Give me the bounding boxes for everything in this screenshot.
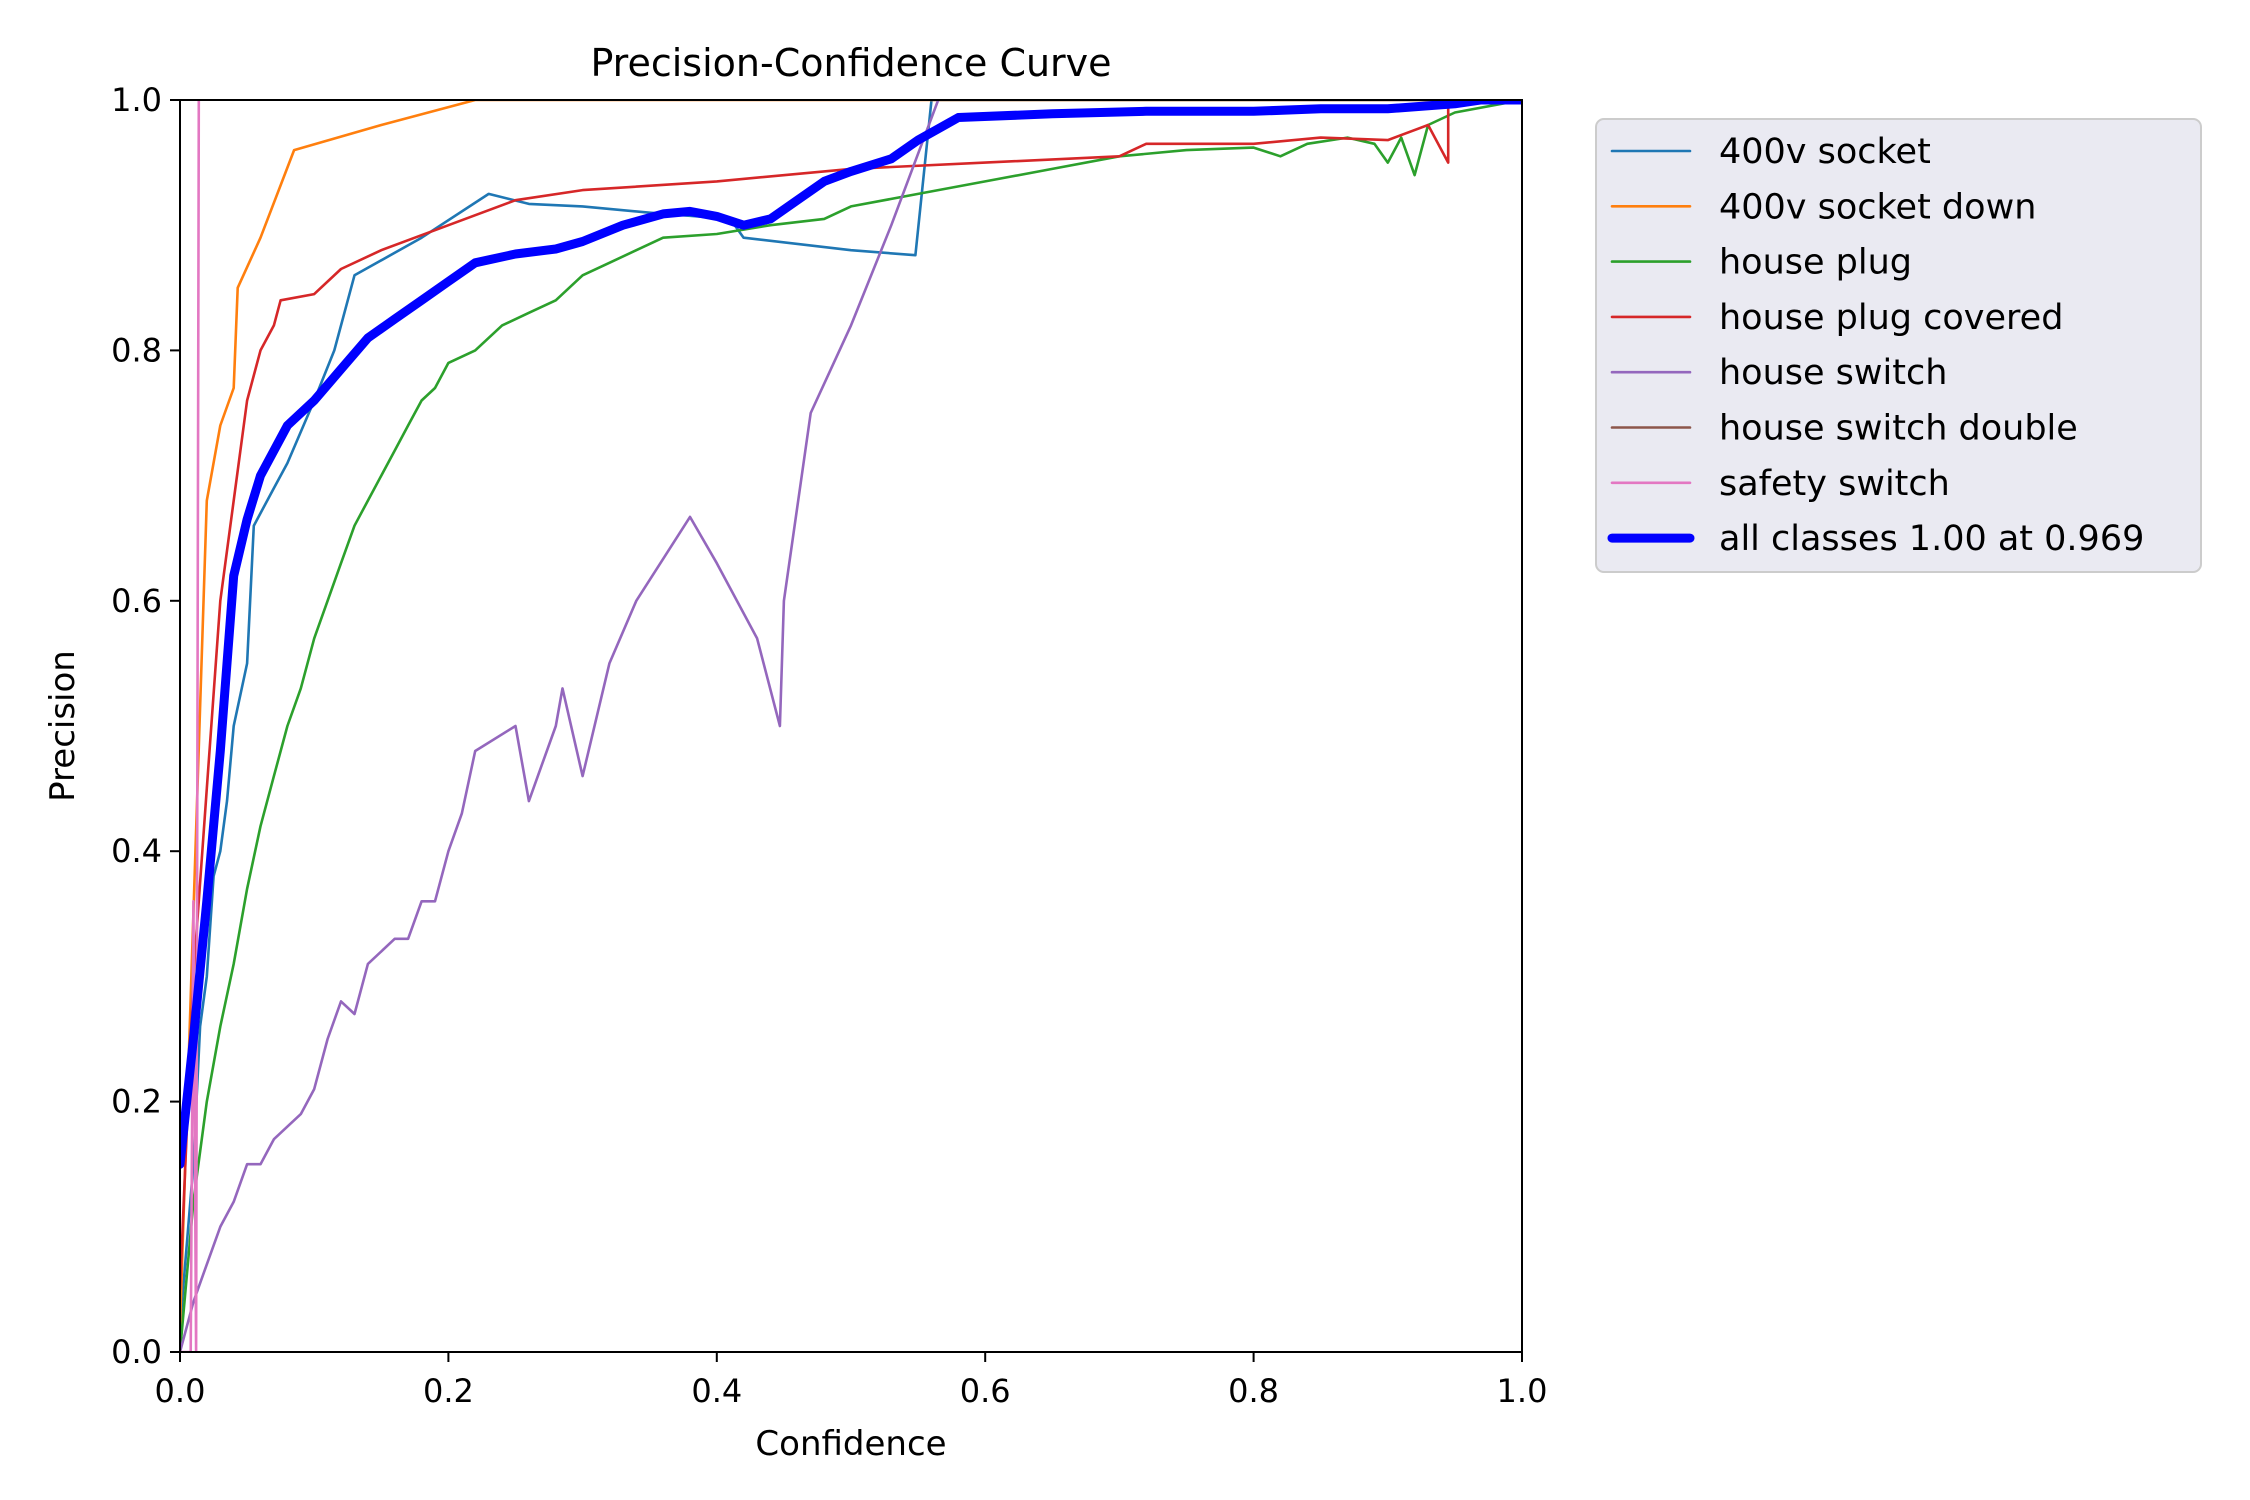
series-line-8 — [180, 100, 1522, 1169]
y-axis: 0.0 0.2 0.4 0.6 0.8 1.0 — [111, 81, 180, 1371]
y-tick-label: 0.2 — [111, 1083, 162, 1121]
legend-label-4: house plug covered — [1719, 298, 2063, 338]
series-line-7 — [180, 100, 201, 1352]
legend-items: 400v socket 400v socket down house plug hou… — [1607, 132, 2144, 559]
legend-label-7: safety switch — [1719, 464, 1950, 504]
series-line-3 — [180, 100, 1522, 1352]
x-tick-label: 0.6 — [960, 1372, 1011, 1410]
y-tick-label: 0.4 — [111, 832, 162, 870]
plot-background — [180, 100, 1522, 1352]
chart-title: Precision-Confidence Curve — [590, 41, 1111, 85]
y-tick-label: 1.0 — [111, 81, 162, 119]
x-axis-label: Confidence — [755, 1424, 946, 1464]
x-tick-label: 0.4 — [691, 1372, 742, 1410]
x-tick-label: 0.8 — [1228, 1372, 1279, 1410]
plot-frame — [179, 99, 1523, 1353]
legend-label-2: 400v socket down — [1719, 187, 2036, 227]
x-tick-label: 0.0 — [155, 1372, 206, 1410]
legend-box — [1595, 118, 2202, 573]
y-tick-label: 0.0 — [111, 1333, 162, 1371]
series-line-2 — [180, 100, 1522, 1329]
legend: 400v socket 400v socket down house plug hou… — [1595, 118, 2202, 573]
y-axis-label: Precision — [43, 650, 83, 802]
series-layer — [180, 100, 1522, 1352]
plot-area — [179, 99, 1523, 1353]
legend-label-3: house plug — [1719, 243, 1912, 283]
series-line-1 — [180, 100, 1522, 1329]
legend-label-6: house switch double — [1719, 409, 2078, 449]
series-line-5 — [180, 100, 940, 1352]
x-axis: 0.0 0.2 0.4 0.6 0.8 1.0 — [155, 1352, 1548, 1410]
y-tick-label: 0.8 — [111, 331, 162, 369]
legend-label-5: house switch — [1719, 353, 1947, 393]
y-tick-label: 0.6 — [111, 582, 162, 620]
legend-label-8: all classes 1.00 at 0.969 — [1719, 519, 2144, 559]
series-line-4 — [180, 100, 1522, 1291]
legend-label-1: 400v socket — [1719, 132, 1931, 172]
x-tick-label: 0.2 — [423, 1372, 474, 1410]
x-tick-label: 1.0 — [1497, 1372, 1548, 1410]
